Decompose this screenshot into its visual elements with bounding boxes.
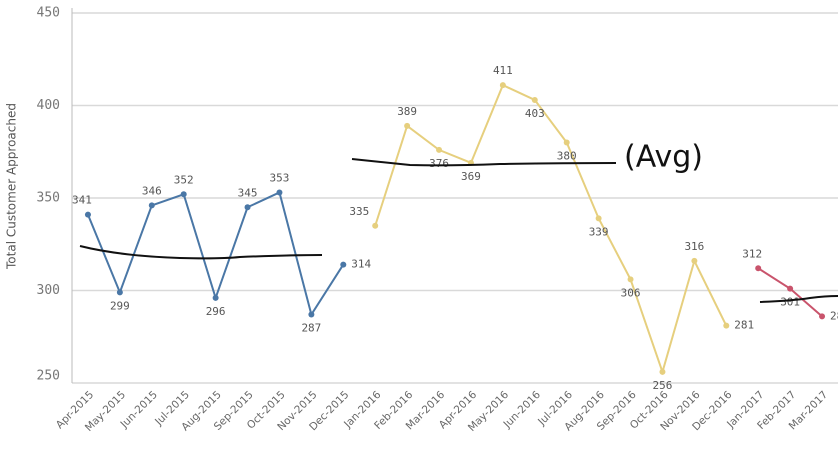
series-line	[374, 83, 728, 376]
point	[372, 222, 379, 229]
point	[340, 261, 347, 268]
avg-stroke	[759, 295, 838, 303]
y-tick-label: 250	[37, 369, 60, 384]
point	[308, 311, 315, 318]
point	[787, 285, 794, 292]
data-label: 306	[621, 286, 641, 299]
y-tick-label: 400	[37, 98, 60, 113]
data-label: 345	[238, 186, 258, 199]
y-axis-label: Total Customer Approached	[5, 103, 19, 270]
data-label: 256	[653, 379, 673, 392]
data-label: 346	[142, 184, 162, 197]
point	[563, 139, 570, 146]
avg-stroke	[351, 158, 617, 167]
series-line	[757, 267, 823, 318]
point	[531, 96, 538, 103]
data-label: 389	[397, 105, 417, 118]
point	[148, 202, 155, 209]
point	[755, 265, 762, 272]
point	[595, 215, 602, 222]
data-label: 380	[557, 150, 577, 163]
point	[116, 289, 123, 296]
data-label: 286	[830, 309, 838, 322]
point	[84, 211, 91, 218]
point	[276, 189, 283, 196]
data-label: 287	[301, 322, 321, 335]
data-label: 314	[351, 258, 371, 271]
data-label: 352	[174, 173, 194, 186]
point	[180, 191, 187, 198]
point	[691, 257, 698, 264]
point	[436, 146, 443, 153]
data-label: 369	[461, 170, 481, 183]
data-label: 281	[734, 319, 754, 332]
point	[659, 368, 666, 375]
data-label: 301	[780, 296, 800, 309]
data-label: 296	[206, 305, 226, 318]
data-label: 341	[72, 194, 92, 207]
data-label: 316	[684, 240, 704, 253]
y-tick-label: 350	[37, 191, 60, 206]
data-label: 299	[110, 299, 130, 312]
point	[212, 294, 219, 301]
data-label: 312	[742, 247, 762, 260]
data-label: 411	[493, 64, 513, 77]
y-tick-label: 450	[37, 6, 60, 21]
point	[244, 204, 251, 211]
data-label: 403	[525, 107, 545, 120]
annotation: (Avg)	[624, 140, 703, 175]
avg-strokes	[79, 158, 838, 303]
point	[723, 322, 730, 329]
plot: 250300350400450Apr-2015May-2015Jun-2015J…	[37, 6, 838, 434]
point	[499, 82, 506, 89]
data-label: 376	[429, 157, 449, 170]
avg-stroke	[79, 245, 323, 260]
data-label: 339	[589, 225, 609, 238]
data-label: 353	[270, 171, 290, 184]
y-tick-label: 300	[37, 283, 60, 298]
point	[404, 122, 411, 129]
point	[819, 313, 826, 320]
point	[627, 276, 634, 283]
data-label: 335	[349, 205, 369, 218]
